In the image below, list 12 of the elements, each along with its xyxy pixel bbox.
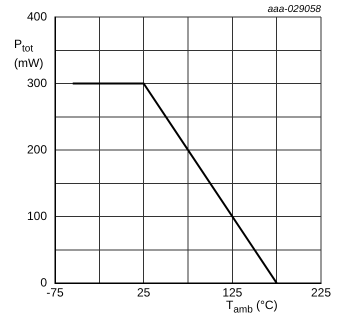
x-axis-title: T$_{amb}$ (°C)	[226, 298, 278, 318]
text: aaa-029058	[268, 4, 322, 15]
y-tick-label: 400	[26, 9, 48, 24]
y-tick-label: 0	[40, 275, 48, 290]
y-tick-label: 300	[26, 76, 48, 90]
x-tick-label: -75	[46, 286, 64, 300]
x-tick-label: 125	[222, 286, 243, 300]
y-tick-label: 100	[26, 208, 48, 223]
x-tick-label: 25	[136, 286, 151, 300]
x-tick-label: 225	[310, 286, 332, 300]
y-axis-title: P$_{tot}$ (mW)	[14, 37, 44, 70]
y-tick-label: 200	[26, 142, 48, 156]
